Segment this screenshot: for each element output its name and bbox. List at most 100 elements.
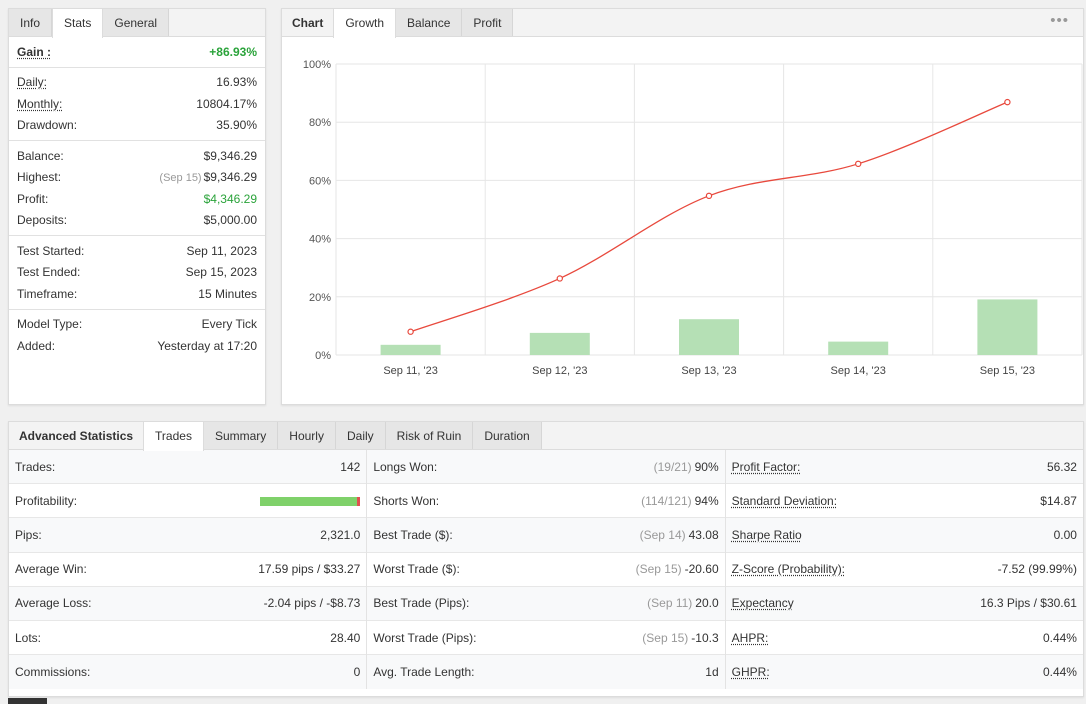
adv-value-text: $14.87 xyxy=(1040,493,1077,508)
adv-value-text: 20.0 xyxy=(695,596,719,611)
stat-label[interactable]: Gain : xyxy=(17,44,52,59)
y-tick-label: 0% xyxy=(315,350,331,362)
more-options-icon[interactable]: ••• xyxy=(1050,12,1069,29)
stat-row-test-started: Test Started: Sep 11, 2023 xyxy=(9,240,265,262)
stat-label: Drawdown: xyxy=(17,118,78,133)
stat-row-gain: Gain : +86.93% xyxy=(9,41,265,63)
adv-value-text: 17.59 pips / $33.27 xyxy=(258,562,361,577)
tab-stats[interactable]: Stats xyxy=(52,9,104,38)
stat-label[interactable]: Monthly: xyxy=(17,96,63,111)
stat-value: +86.93% xyxy=(209,45,257,59)
stat-value: $5,000.00 xyxy=(204,213,257,227)
adv-value: (Sep 15) -10.3 xyxy=(642,631,718,645)
adv-value-text: 90% xyxy=(694,459,719,474)
adv-note: (Sep 15) xyxy=(635,562,682,577)
adv-label[interactable]: GHPR: xyxy=(731,665,770,680)
x-tick-label: Sep 11, '23 xyxy=(383,365,438,377)
stat-value-text: 35.90% xyxy=(216,118,257,133)
stat-label: Test Ended: xyxy=(17,265,81,280)
adv-row-profitability: Profitability: xyxy=(9,484,367,519)
adv-value: (19/21) 90% xyxy=(654,460,719,474)
stat-value-text: Yesterday at 17:20 xyxy=(157,338,257,353)
adv-label[interactable]: Expectancy xyxy=(731,596,794,611)
adv-label[interactable]: Profit Factor: xyxy=(731,459,801,474)
adv-value-text: 43.08 xyxy=(688,527,719,542)
adv-row-best-trade: Best Trade ($): (Sep 14) 43.08 xyxy=(367,518,725,553)
adv-value: -2.04 pips / -$8.73 xyxy=(264,596,361,610)
bottom-tab-stub[interactable] xyxy=(8,698,47,704)
growth-bar xyxy=(380,344,441,355)
stats-group: Gain : +86.93% xyxy=(9,37,265,68)
adv-note: (Sep 15) xyxy=(642,630,689,645)
tab-info[interactable]: Info xyxy=(9,9,53,36)
growth-point xyxy=(855,160,862,168)
adv-value: 142 xyxy=(340,460,360,474)
tab-general[interactable]: General xyxy=(103,9,170,36)
tab-duration[interactable]: Duration xyxy=(473,422,542,449)
adv-value-text: 0 xyxy=(353,665,361,680)
stats-tabs: Info Stats General xyxy=(9,9,265,38)
y-tick-label: 40% xyxy=(309,234,331,246)
growth-point xyxy=(705,192,713,200)
tab-growth[interactable]: Growth xyxy=(333,9,397,38)
adv-label[interactable]: Standard Deviation: xyxy=(731,493,838,508)
growth-chart: 0% 20% 40% 60% 80% 100% Sep 11, '23 Sep 12, '23… xyxy=(303,59,1083,377)
adv-label: Worst Trade ($): xyxy=(373,562,460,577)
x-tick-label: Sep 15, '23 xyxy=(980,365,1035,377)
adv-row-ahpr: AHPR: 0.44% xyxy=(725,621,1083,656)
adv-value: (Sep 14) 43.08 xyxy=(640,528,719,542)
stat-value-text: Sep 11, 2023 xyxy=(186,243,257,258)
adv-label: Avg. Trade Length: xyxy=(373,665,475,680)
adv-value: 0 xyxy=(354,665,361,679)
adv-note: (Sep 14) xyxy=(639,527,686,542)
adv-row-profit-factor: Profit Factor: 56.32 xyxy=(725,450,1083,485)
adv-value-text: -20.60 xyxy=(684,562,719,577)
x-tick-label: Sep 12, '23 xyxy=(532,365,587,377)
growth-bar xyxy=(529,332,590,355)
stat-value-text: 10804.17% xyxy=(196,96,257,111)
adv-value: (Sep 11) 20.0 xyxy=(647,596,719,610)
adv-value xyxy=(260,494,361,508)
stat-value: (Sep 15) $9,346.29 xyxy=(159,170,257,184)
stat-label: Profit: xyxy=(17,191,49,206)
growth-bar xyxy=(828,341,889,355)
adv-value-text: 94% xyxy=(694,493,719,508)
adv-label: Profitability: xyxy=(15,493,78,508)
stat-value-text: $9,346.29 xyxy=(203,148,257,163)
adv-label: Average Loss: xyxy=(15,596,92,611)
adv-row-worst-trade: Worst Trade ($): (Sep 15) -20.60 xyxy=(367,553,725,587)
tab-trades[interactable]: Trades xyxy=(143,422,204,451)
tab-risk-of-ruin[interactable]: Risk of Ruin xyxy=(385,422,474,449)
adv-row-sharpe-ratio: Sharpe Ratio 0.00 xyxy=(725,518,1083,553)
adv-note: (Sep 11) xyxy=(647,596,693,611)
stats-group: Test Started: Sep 11, 2023 Test Ended: Sep … xyxy=(9,236,265,310)
stat-value: Every Tick xyxy=(202,317,257,331)
tab-profit[interactable]: Profit xyxy=(462,9,514,36)
tab-summary[interactable]: Summary xyxy=(203,422,279,449)
adv-note: (19/21) xyxy=(653,459,692,474)
stat-value: 15 Minutes xyxy=(198,287,257,301)
tab-balance[interactable]: Balance xyxy=(396,9,463,36)
tab-hourly[interactable]: Hourly xyxy=(278,422,336,449)
stats-body: Gain : +86.93% Daily: 16.93% Monthly: 10804.1… xyxy=(9,37,265,361)
adv-label[interactable]: AHPR: xyxy=(731,630,769,645)
stat-value-text: $9,346.29 xyxy=(203,170,257,185)
growth-bar xyxy=(977,299,1038,355)
growth-point xyxy=(407,328,414,335)
adv-row-commissions: Commissions: 0 xyxy=(9,655,367,690)
adv-label[interactable]: Sharpe Ratio xyxy=(731,527,802,542)
advanced-statistics-panel: Advanced Statistics Trades Summary Hourly Da… xyxy=(8,421,1084,697)
adv-value-text: -7.52 (99.99%) xyxy=(997,562,1077,577)
stats-group: Daily: 16.93% Monthly: 10804.17% Drawdown: 35… xyxy=(9,68,265,141)
advanced-grid: Trades: 142 Profitability: Pips: 2,321.0 Aver… xyxy=(9,450,1083,690)
adv-value-text: 28.40 xyxy=(330,630,361,645)
stat-value-text: +86.93% xyxy=(209,44,257,59)
tab-daily[interactable]: Daily xyxy=(335,422,386,449)
stat-row-timeframe: Timeframe: 15 Minutes xyxy=(9,283,265,305)
stat-row-deposits: Deposits: $5,000.00 xyxy=(9,210,265,232)
chart-tabs: Chart Growth Balance Profit ••• xyxy=(282,9,1083,38)
stat-value: Sep 11, 2023 xyxy=(186,244,257,258)
adv-label[interactable]: Z-Score (Probability): xyxy=(731,562,846,577)
stats-group: Model Type: Every Tick Added: Yesterday at … xyxy=(9,310,265,361)
stat-label[interactable]: Daily: xyxy=(17,75,48,90)
